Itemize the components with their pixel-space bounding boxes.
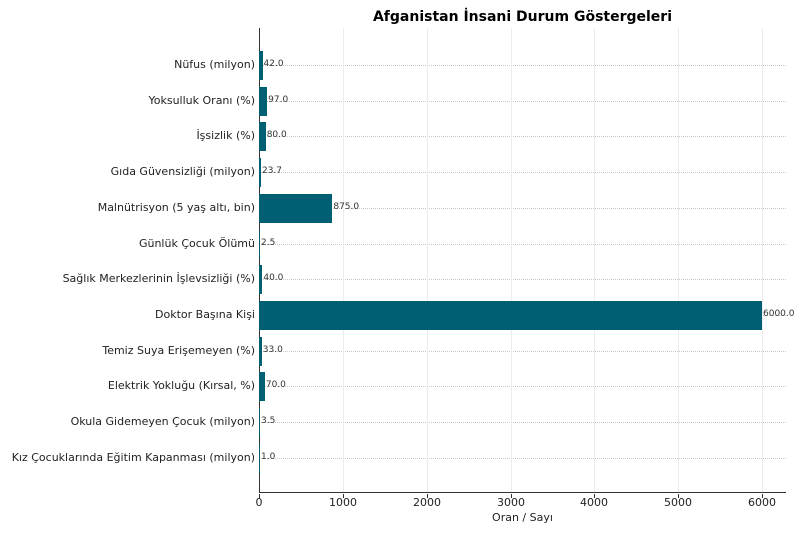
bar bbox=[259, 301, 762, 330]
x-axis-title: Oran / Sayı bbox=[492, 511, 553, 524]
y-category-label: Malnütrisyon (5 yaş altı, bin) bbox=[97, 201, 255, 214]
y-category-label: Gıda Güvensizliği (milyon) bbox=[110, 165, 255, 178]
x-tick-label: 1000 bbox=[329, 496, 357, 509]
y-gridline bbox=[259, 65, 786, 66]
bar bbox=[259, 122, 266, 151]
y-gridline bbox=[259, 136, 786, 137]
y-gridline bbox=[259, 458, 786, 459]
y-category-label: Kız Çocuklarında Eğitim Kapanması (milyo… bbox=[11, 451, 255, 464]
bar bbox=[259, 444, 260, 473]
x-gridline bbox=[594, 28, 595, 493]
x-tick-label: 5000 bbox=[664, 496, 692, 509]
x-tick-mark bbox=[343, 494, 344, 498]
bar-value-label: 70.0 bbox=[265, 380, 286, 390]
y-gridline bbox=[259, 279, 786, 280]
y-gridline bbox=[259, 351, 786, 352]
x-tick-mark bbox=[427, 494, 428, 498]
y-gridline bbox=[259, 101, 786, 102]
x-tick-mark bbox=[511, 494, 512, 498]
bar bbox=[259, 337, 262, 366]
x-gridline bbox=[511, 28, 512, 493]
y-gridline bbox=[259, 422, 786, 423]
x-gridline bbox=[427, 28, 428, 493]
y-gridline bbox=[259, 386, 786, 387]
bar bbox=[259, 265, 263, 294]
bar bbox=[259, 408, 260, 437]
bar-value-label: 97.0 bbox=[268, 95, 289, 105]
bar-value-label: 80.0 bbox=[266, 130, 287, 140]
y-gridline bbox=[259, 244, 786, 245]
x-tick-mark bbox=[678, 494, 679, 498]
y-category-label: Doktor Başına Kişi bbox=[155, 308, 255, 321]
y-category-label: Temiz Suya Erişemeyen (%) bbox=[102, 344, 255, 357]
bar-value-label: 3.5 bbox=[261, 416, 276, 426]
bar bbox=[259, 87, 268, 116]
bar-value-label: 33.0 bbox=[262, 345, 283, 355]
x-tick-mark bbox=[594, 494, 595, 498]
x-tick-label: 0 bbox=[255, 496, 263, 509]
bar-value-label: 42.0 bbox=[263, 59, 284, 69]
x-tick-label: 3000 bbox=[497, 496, 525, 509]
y-axis-line bbox=[259, 28, 260, 493]
x-tick-label: 2000 bbox=[413, 496, 441, 509]
x-axis-line bbox=[259, 492, 786, 493]
y-category-label: Yoksulluk Oranı (%) bbox=[148, 94, 256, 107]
x-tick-mark bbox=[259, 494, 260, 498]
y-gridline bbox=[259, 208, 786, 209]
y-category-label: Okula Gidemeyen Çocuk (milyon) bbox=[70, 415, 255, 428]
y-category-label: İşsizlik (%) bbox=[196, 129, 255, 142]
bar-value-label: 40.0 bbox=[263, 273, 284, 283]
bar-value-label: 875.0 bbox=[333, 202, 360, 212]
plot-area: 42.0 97.0 80.0 23.7 875.0 2.5 40.0 6000.0 33.0 70… bbox=[259, 28, 795, 498]
bar-value-label: 6000.0 bbox=[763, 309, 795, 319]
bar bbox=[259, 230, 260, 259]
x-tick-label: 6000 bbox=[748, 496, 776, 509]
y-category-label: Günlük Çocuk Ölümü bbox=[138, 237, 255, 250]
y-category-label: Sağlık Merkezlerinin İşlevsizliği (%) bbox=[62, 272, 255, 285]
bar bbox=[259, 372, 265, 401]
x-gridline bbox=[762, 28, 763, 493]
bar-value-label: 1.0 bbox=[261, 452, 276, 462]
x-tick-label: 4000 bbox=[580, 496, 608, 509]
bar-value-label: 2.5 bbox=[261, 238, 276, 248]
y-category-label: Nüfus (milyon) bbox=[174, 58, 255, 71]
x-gridline bbox=[678, 28, 679, 493]
bar bbox=[259, 158, 261, 187]
y-gridline bbox=[259, 172, 786, 173]
x-gridline bbox=[343, 28, 344, 493]
x-tick-mark bbox=[762, 494, 763, 498]
bar-value-label: 23.7 bbox=[261, 166, 283, 176]
bar bbox=[259, 194, 333, 223]
chart-title: Afganistan İnsani Durum Göstergeleri bbox=[372, 9, 673, 25]
y-category-label: Elektrik Yokluğu (Kırsal, %) bbox=[107, 379, 255, 392]
bar bbox=[259, 51, 263, 80]
